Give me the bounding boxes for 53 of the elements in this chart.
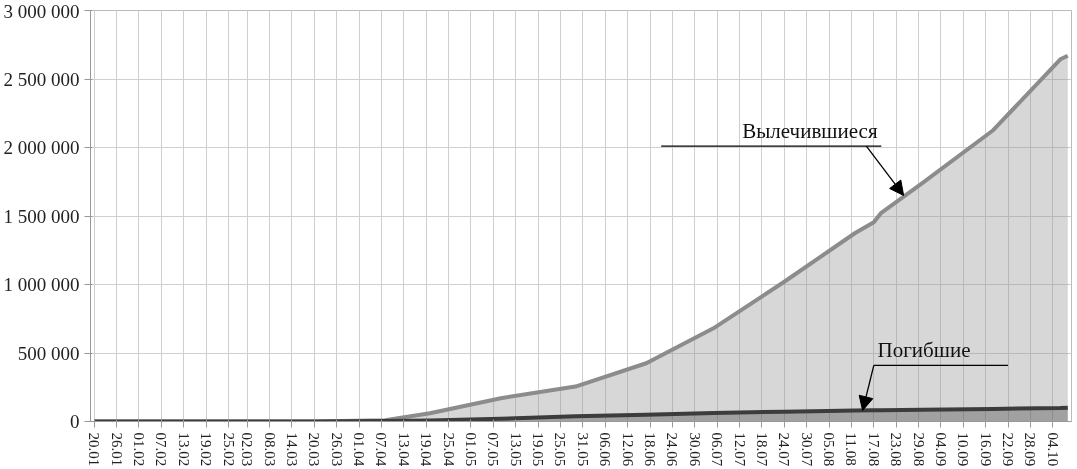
x-tick-label: 26.01 <box>108 432 125 467</box>
x-tick-label: 25.04 <box>440 432 457 467</box>
x-tick-label: 24.06 <box>664 432 681 467</box>
x-tick-label: 13.02 <box>175 432 192 467</box>
x-tick-label: 12.07 <box>731 432 748 467</box>
y-tick-label: 0 <box>70 411 80 432</box>
x-tick-label: 30.06 <box>686 432 703 467</box>
x-tick-label: 18.06 <box>642 432 659 467</box>
x-tick-label: 20.01 <box>86 432 103 467</box>
x-tick-label: 25.05 <box>552 432 569 467</box>
x-tick-label: 01.02 <box>130 432 147 467</box>
x-tick-label: 07.02 <box>153 432 170 467</box>
x-tick-label: 16.09 <box>977 432 994 467</box>
x-tick-label: 06.07 <box>709 432 726 467</box>
x-tick-label: 02.03 <box>239 432 256 467</box>
x-tick-label: 13.04 <box>395 432 412 467</box>
x-tick-label: 14.03 <box>283 432 300 467</box>
x-tick-label: 10.09 <box>955 432 972 467</box>
x-tick-label: 08.03 <box>261 432 278 467</box>
x-tick-label: 13.05 <box>507 432 524 467</box>
x-tick-label: 01.05 <box>462 432 479 467</box>
x-tick-label: 29.08 <box>910 432 927 467</box>
annotation: Вылечившиеся <box>742 119 878 144</box>
y-tick-label: 1 000 000 <box>3 274 80 295</box>
x-tick-label: 19.05 <box>530 432 547 467</box>
x-tick-label: 20.03 <box>306 432 323 467</box>
x-tick-label: 28.09 <box>1022 432 1039 467</box>
x-tick-label: 01.04 <box>351 432 368 467</box>
x-tick-label: 12.06 <box>619 432 636 467</box>
y-tick-label: 2 000 000 <box>3 137 80 158</box>
x-tick-label: 26.03 <box>328 432 345 467</box>
x-tick-label: 22.09 <box>1000 432 1017 467</box>
y-tick-label: 2 500 000 <box>3 68 80 90</box>
annotation: Погибшие <box>877 338 971 363</box>
x-tick-label: 18.07 <box>753 432 770 467</box>
x-tick-label: 19.04 <box>418 432 435 467</box>
x-tick-label: 30.07 <box>798 432 815 467</box>
x-tick-label: 23.08 <box>888 432 905 467</box>
x-tick-label: 07.05 <box>485 432 502 467</box>
x-tick-label: 06.06 <box>597 432 614 467</box>
x-tick-label: 11.08 <box>843 432 860 466</box>
x-tick-label: 05.08 <box>821 432 838 467</box>
x-tick-label: 24.07 <box>776 432 793 467</box>
x-tick-label: 31.05 <box>574 432 591 467</box>
y-tick-label: 1 500 000 <box>3 205 80 227</box>
x-tick-label: 17.08 <box>865 432 882 467</box>
x-tick-label: 25.02 <box>220 432 237 467</box>
y-tick-label: 3 000 000 <box>3 0 80 22</box>
x-tick-label: 04.09 <box>932 432 949 467</box>
x-tick-label: 04.10 <box>1044 432 1061 467</box>
x-tick-label: 19.02 <box>198 432 215 467</box>
x-tick-label: 07.04 <box>373 432 390 467</box>
y-tick-label: 500 000 <box>17 342 80 364</box>
